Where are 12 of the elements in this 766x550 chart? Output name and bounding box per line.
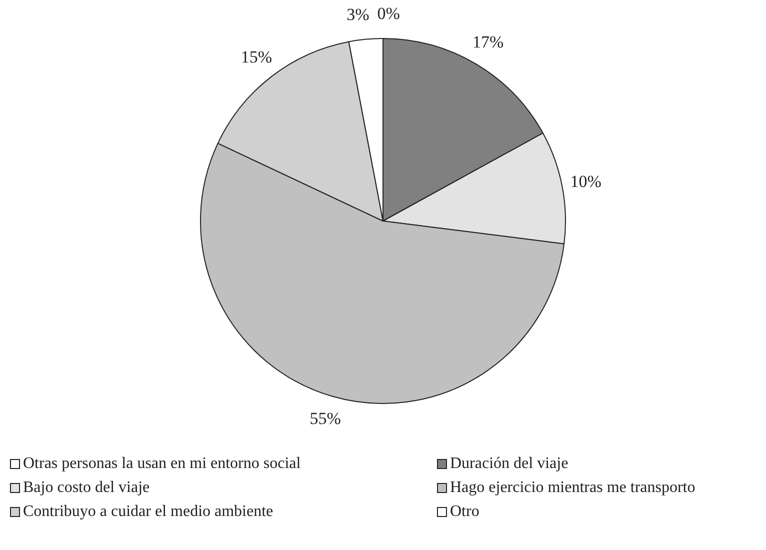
text: 0% bbox=[377, 4, 400, 23]
data-label: 17% bbox=[472, 32, 504, 52]
data-label: 55% bbox=[310, 408, 341, 428]
data-label: 3% bbox=[346, 4, 370, 24]
legend-label: Otras personas la usan en mi entorno social bbox=[23, 455, 301, 473]
legend-label: Hago ejercicio mientras me transporto bbox=[450, 479, 696, 497]
legend-label: Contribuyo a cuidar el medio ambiente bbox=[23, 503, 274, 521]
legend-label: Otro bbox=[450, 503, 480, 521]
legend-label: Duración del viaje bbox=[450, 455, 568, 473]
legend-label: Bajo costo del viaje bbox=[23, 479, 150, 497]
data-label: 10% bbox=[570, 172, 602, 191]
data-label: 15% bbox=[240, 47, 272, 66]
